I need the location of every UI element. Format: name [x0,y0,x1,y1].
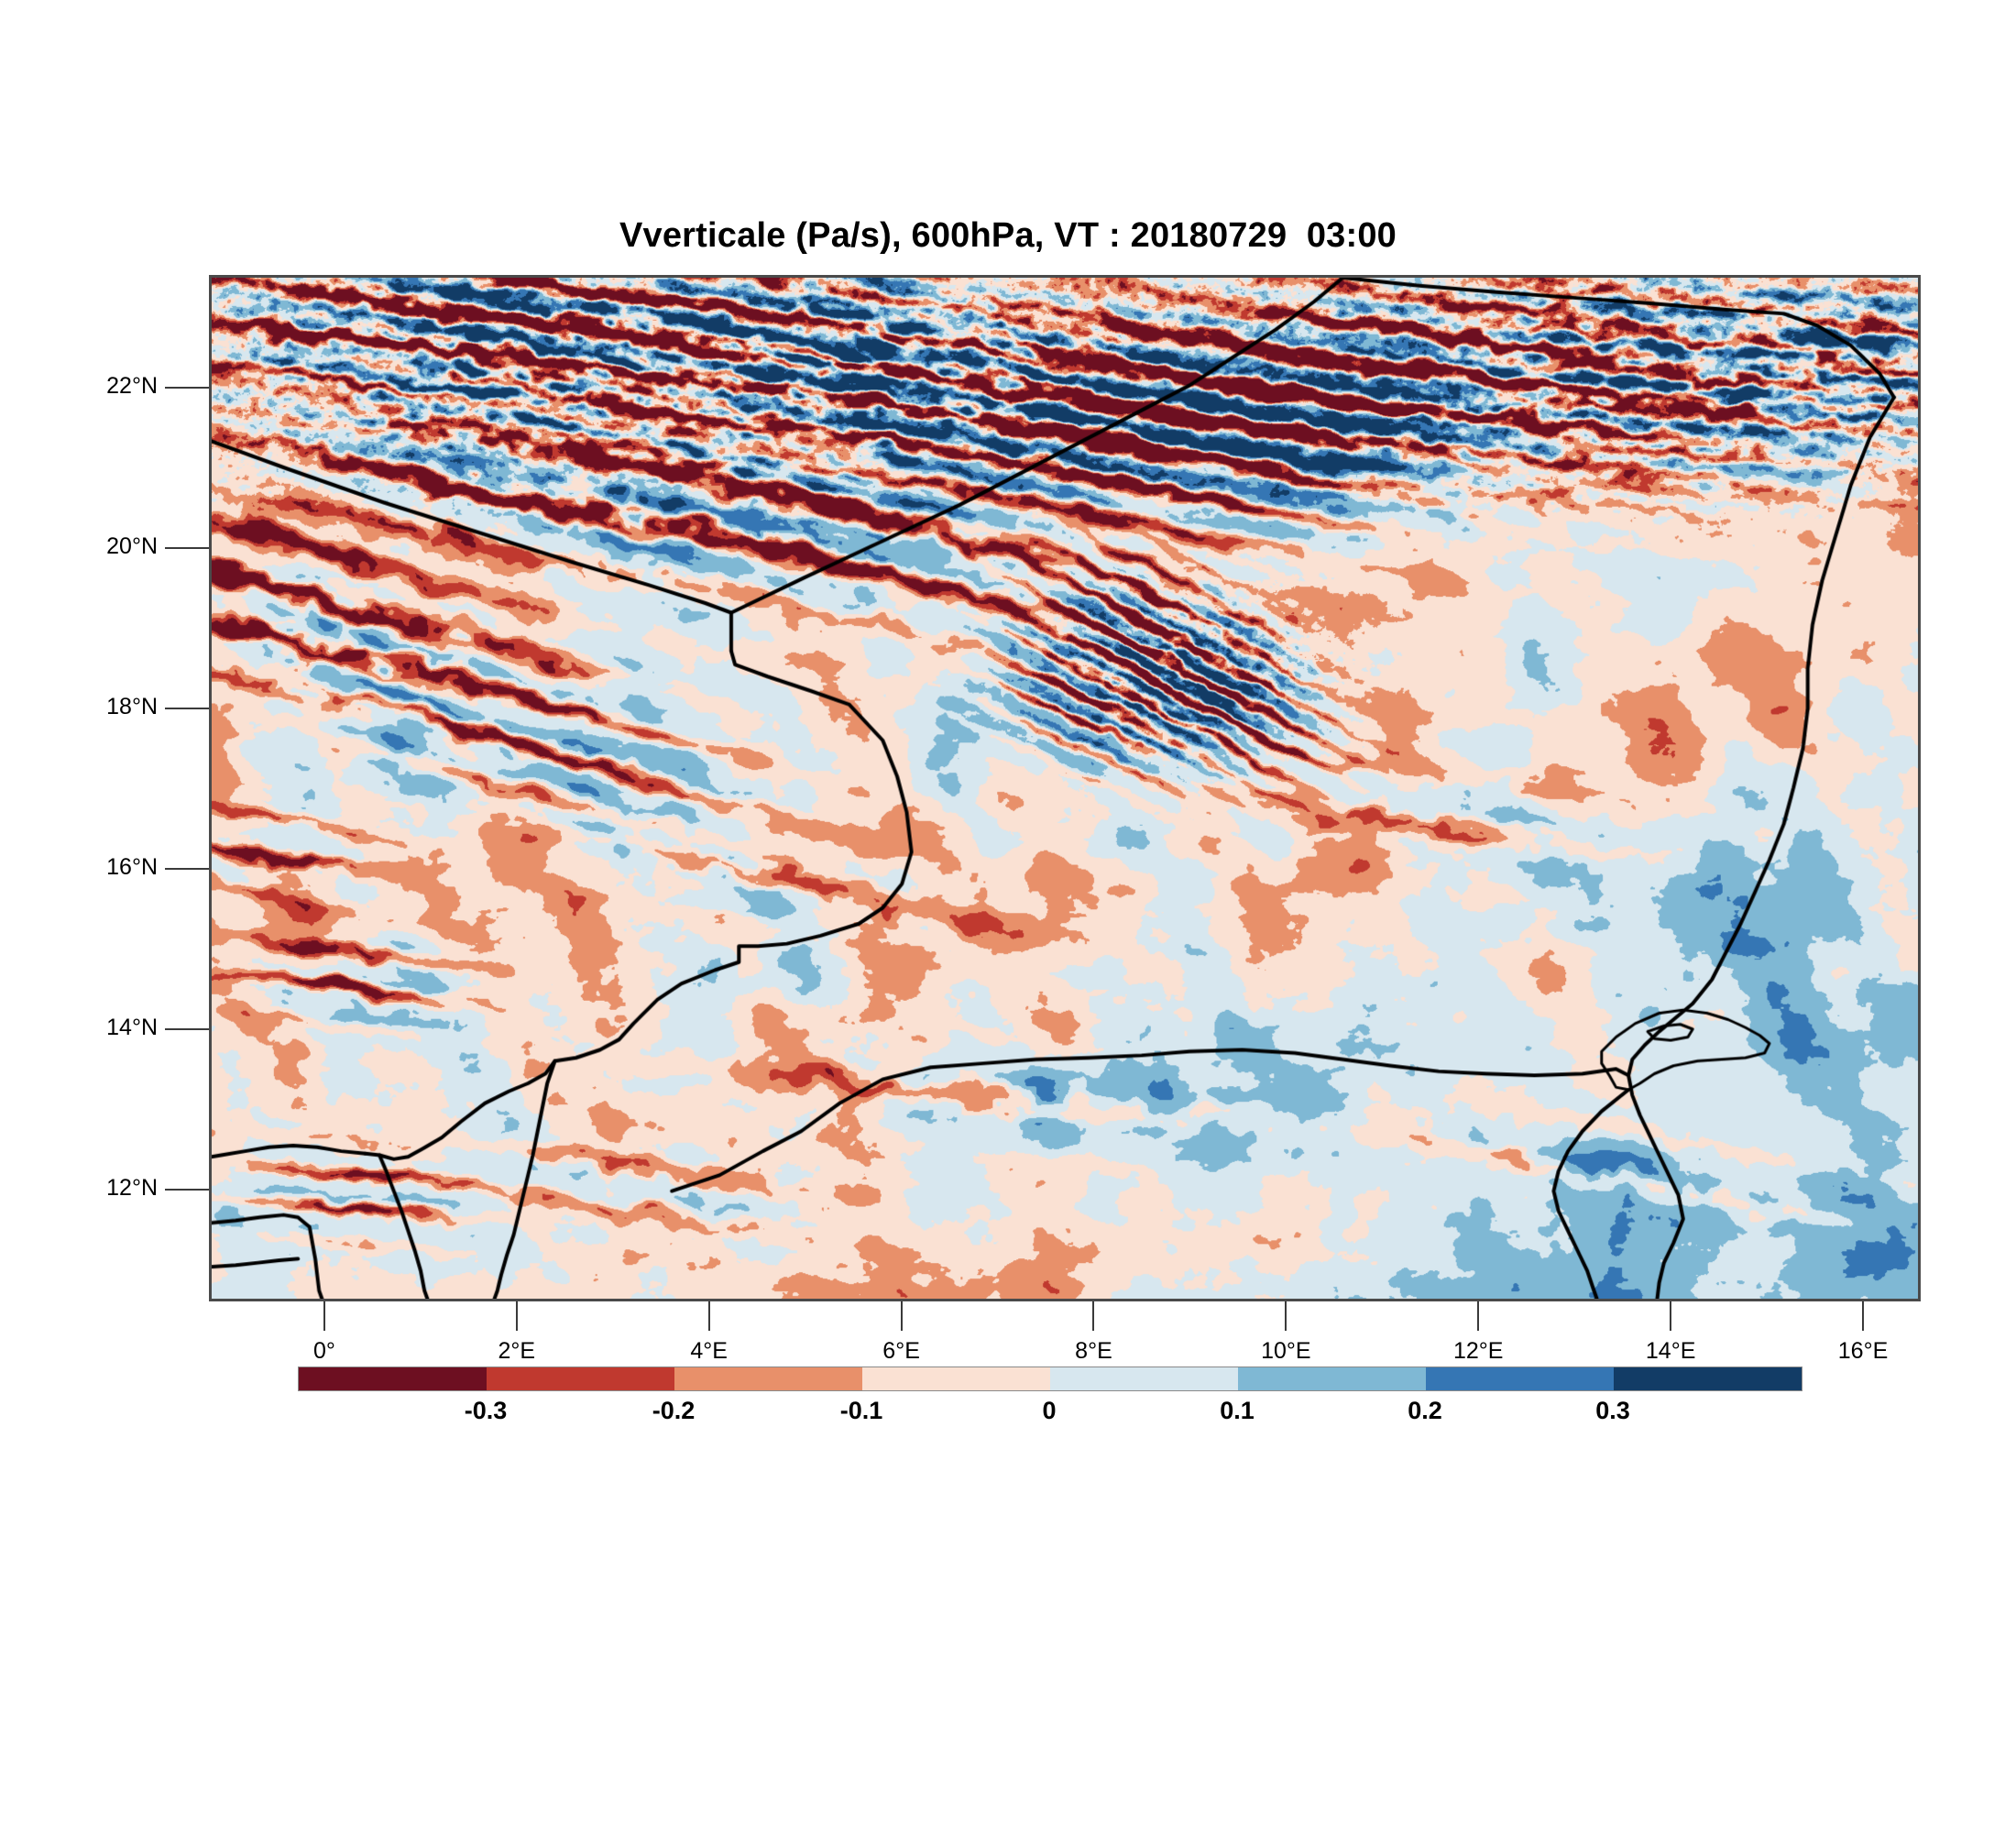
colorbar-tick-label: -0.1 [839,1397,883,1424]
omega-field-heatmap [212,278,1918,1299]
y-axis-label: 12°N [106,1174,158,1201]
colorbar-swatch-red [487,1367,674,1390]
colorbar-swatch-medium-blue [1426,1367,1614,1390]
x-axis-tick [1862,1301,1865,1331]
x-axis-label: 8°E [1075,1338,1112,1364]
x-axis-label: 16°E [1837,1338,1889,1364]
colorbar-tick-label: 0 [1042,1397,1057,1424]
x-axis-tick [1285,1301,1287,1331]
x-axis-tick [515,1301,518,1331]
x-axis-tick [323,1301,325,1331]
colorbar-swatch-light-blue [1238,1367,1426,1390]
x-axis-label: 0° [312,1338,335,1364]
x-axis-label: 10°E [1261,1338,1311,1364]
colorbar-swatch-dark-maroon [299,1367,487,1390]
colorbar-tick-label: -0.2 [652,1397,696,1424]
colorbar-tick-labels: -0.3 -0.2 -0.1 0 0.1 0.2 0.3 [298,1395,1801,1432]
colorbar-swatch-salmon [674,1367,862,1390]
y-axis-tick [165,1027,209,1030]
colorbar-tick-label: 0.2 [1408,1397,1442,1424]
colorbar-swatch-dark-navy [1614,1367,1802,1390]
x-axis-tick [707,1301,710,1331]
y-axis-label: 16°N [106,853,158,880]
y-axis-tick [165,386,209,389]
y-axis-label: 18°N [106,693,158,719]
x-axis-tick [1477,1301,1480,1331]
y-axis-tick [165,546,209,549]
colorbar-tick-label: -0.3 [464,1397,508,1424]
x-axis-label: 6°E [882,1338,920,1364]
x-axis-label: 2°E [498,1338,536,1364]
y-axis-tick [165,707,209,709]
y-axis-label: 20°N [106,532,158,559]
map-plot-area [209,275,1921,1301]
x-axis-label: 4°E [690,1338,728,1364]
y-axis-label: 14°N [106,1014,158,1040]
colorbar-tick-label: 0.3 [1595,1397,1630,1424]
y-axis-label: 22°N [106,372,158,399]
x-axis-label: 14°E [1645,1338,1696,1364]
chart-title: Vverticale (Pa/s), 600hPa, VT : 20180729… [619,216,1397,255]
colorbar-swatch-pale-pink [862,1367,1050,1390]
x-axis-tick [900,1301,903,1331]
y-axis-tick [165,1188,209,1191]
y-axis-tick [165,867,209,870]
x-axis-tick [1670,1301,1672,1331]
x-axis-label: 12°E [1453,1338,1504,1364]
colorbar-swatch-pale-blue [1050,1367,1238,1390]
colorbar-tick-label: 0.1 [1220,1397,1255,1424]
x-axis-tick [1092,1301,1095,1331]
colorbar [298,1367,1802,1391]
